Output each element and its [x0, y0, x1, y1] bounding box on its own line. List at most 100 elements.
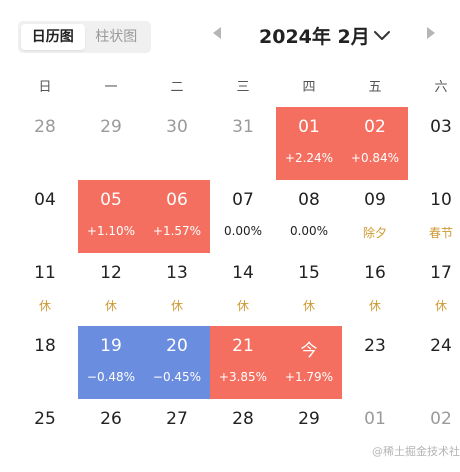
weekday-thu: 四: [302, 80, 316, 95]
prev-month-icon[interactable]: [213, 27, 221, 39]
day-number: 今: [300, 341, 318, 361]
daily-change: +1.79%: [284, 370, 334, 384]
day-number: 01: [364, 409, 386, 429]
view-toggle: 日历图 柱状图: [18, 21, 151, 53]
daily-change: −0.48%: [86, 370, 136, 384]
day-cell[interactable]: 01 +2.24%: [276, 107, 342, 180]
day-number: 29: [100, 117, 122, 137]
weekday-sun: 日: [38, 80, 52, 95]
day-number: 09: [364, 190, 386, 210]
day-number: 17: [430, 263, 452, 283]
holiday-label: 休: [170, 299, 183, 313]
day-number: 28: [232, 409, 254, 429]
holiday-label: 休: [368, 299, 381, 313]
change-highlight-block: [276, 107, 408, 180]
day-cell: 23: [342, 326, 408, 399]
day-number: 31: [232, 117, 254, 137]
day-number: 04: [34, 190, 56, 210]
daily-change: +3.85%: [218, 370, 268, 384]
day-cell: 04: [12, 180, 78, 253]
change-highlight-block: [78, 326, 210, 399]
daily-change: 0.00%: [289, 224, 329, 238]
day-cell: 24: [408, 326, 460, 399]
chevron-down-icon[interactable]: [373, 30, 391, 42]
day-cell: 03: [408, 107, 460, 180]
day-number: 27: [166, 409, 188, 429]
day-cell[interactable]: 21 +3.85%: [210, 326, 276, 399]
daily-change: +2.24%: [284, 151, 334, 165]
next-month-icon[interactable]: [427, 27, 435, 39]
day-number: 12: [100, 263, 122, 283]
day-cell[interactable]: 05 +1.10%: [78, 180, 144, 253]
day-cell: 08 0.00%: [276, 180, 342, 253]
day-cell: 18: [12, 326, 78, 399]
holiday-label: 休: [236, 299, 249, 313]
daily-change: 0.00%: [223, 224, 263, 238]
day-cell: 01: [342, 399, 408, 472]
day-cell: 15 休: [276, 253, 342, 326]
day-number: 03: [430, 117, 452, 137]
day-cell[interactable]: 06 +1.57%: [144, 180, 210, 253]
holiday-label: 休: [38, 299, 51, 313]
daily-change: +0.84%: [350, 151, 400, 165]
day-cell: 10 春节: [408, 180, 460, 253]
day-cell: 25: [12, 399, 78, 472]
calendar-view-tab[interactable]: 日历图: [21, 24, 85, 50]
change-highlight-block: [78, 180, 210, 253]
day-number: 28: [34, 117, 56, 137]
weekday-sat: 六: [434, 80, 448, 95]
month-title[interactable]: 2024年 2月: [259, 26, 370, 48]
day-number: 13: [166, 263, 188, 283]
day-cell[interactable]: 02 +0.84%: [342, 107, 408, 180]
day-cell: 07 0.00%: [210, 180, 276, 253]
daily-change: +1.10%: [86, 224, 136, 238]
day-number: 20: [166, 336, 188, 356]
day-number: 01: [298, 117, 320, 137]
day-cell[interactable]: 20 −0.45%: [144, 326, 210, 399]
day-number: 11: [34, 263, 56, 283]
day-number: 26: [100, 409, 122, 429]
day-cell: 31: [210, 107, 276, 180]
day-cell: 09 除夕: [342, 180, 408, 253]
day-number: 19: [100, 336, 122, 356]
today-cell[interactable]: 今 +1.79%: [276, 326, 342, 399]
day-number: 06: [166, 190, 188, 210]
day-number: 21: [232, 336, 254, 356]
day-cell: 13 休: [144, 253, 210, 326]
day-cell: 27: [144, 399, 210, 472]
day-number: 25: [34, 409, 56, 429]
day-number: 24: [430, 336, 452, 356]
day-cell: 16 休: [342, 253, 408, 326]
weekday-wed: 三: [236, 80, 250, 95]
holiday-label: 休: [434, 299, 447, 313]
day-number: 18: [34, 336, 56, 356]
day-number: 30: [166, 117, 188, 137]
day-cell: 29: [78, 107, 144, 180]
day-cell: 11 休: [12, 253, 78, 326]
day-cell: 28: [210, 399, 276, 472]
day-number: 10: [430, 190, 452, 210]
day-number: 02: [364, 117, 386, 137]
day-cell: 02: [408, 399, 460, 472]
weekday-tue: 二: [170, 80, 184, 95]
day-number: 05: [100, 190, 122, 210]
day-cell: 28: [12, 107, 78, 180]
day-cell[interactable]: 19 −0.48%: [78, 326, 144, 399]
daily-change: −0.45%: [152, 370, 202, 384]
weekday-mon: 一: [104, 80, 118, 95]
weekday-fri: 五: [368, 80, 382, 95]
day-number: 29: [298, 409, 320, 429]
day-number: 14: [232, 263, 254, 283]
holiday-label: 休: [104, 299, 117, 313]
change-highlight-block: [210, 326, 342, 399]
holiday-label: 除夕: [362, 226, 387, 240]
day-number: 07: [232, 190, 254, 210]
day-cell: 29: [276, 399, 342, 472]
day-cell: 12 休: [78, 253, 144, 326]
daily-change: +1.57%: [152, 224, 202, 238]
holiday-label: 休: [302, 299, 315, 313]
day-cell: 14 休: [210, 253, 276, 326]
bar-chart-view-tab[interactable]: 柱状图: [95, 29, 138, 45]
day-cell: 17 休: [408, 253, 460, 326]
watermark: @稀土掘金技术社区: [372, 445, 460, 458]
